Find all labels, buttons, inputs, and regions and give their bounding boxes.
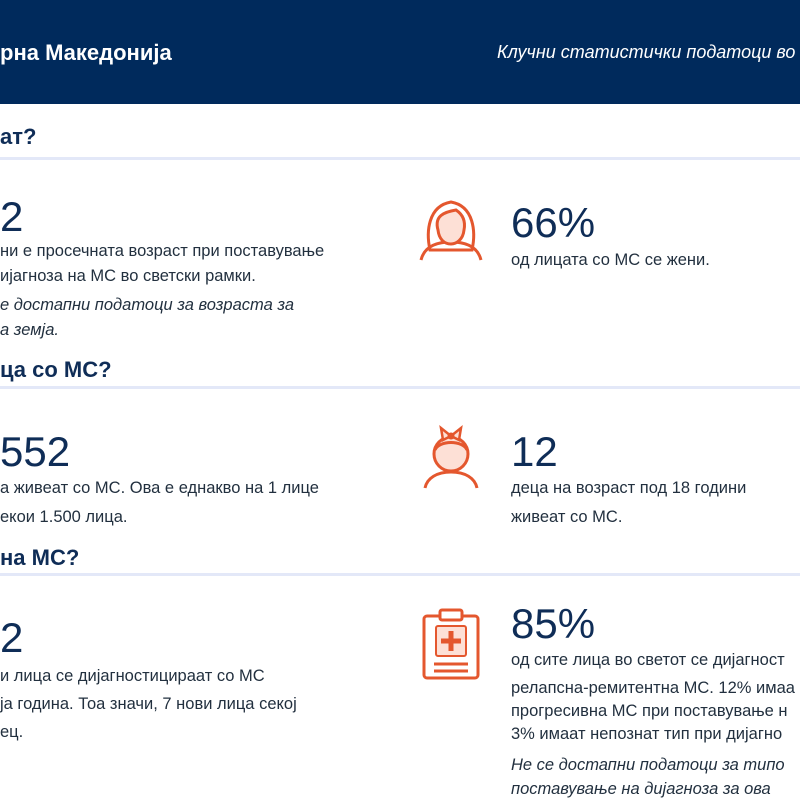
people-with-ms-value: 552 (0, 428, 71, 475)
ms-type-note-1: Не се достапни податоци за типо (511, 756, 785, 774)
ms-type-text-2: релапсна-ремитентна МС. 12% имаа (511, 679, 795, 697)
section-title-people-with-ms: ца со МС? (0, 357, 112, 382)
children-with-ms-text-1: деца на возраст под 18 години (511, 479, 747, 497)
ms-type-note-2: поставување на дијагноза за ова (511, 780, 771, 798)
page-header: рна Македонија Клучни статистички подато… (0, 0, 800, 104)
average-age-text-1: ни е просечната возраст при поставување (0, 242, 325, 260)
average-age-note-2: а земја. (0, 321, 59, 339)
new-diagnoses-text-3: ец. (0, 723, 24, 741)
section-divider (0, 386, 800, 389)
average-age-text-2: ијагноза на МС во светски рамки. (0, 267, 256, 285)
country-title: рна Македонија (0, 40, 172, 65)
women-percent-text: од лицата со МС се жени. (511, 251, 710, 269)
new-diagnoses-text-2: ја година. Тоа значи, 7 нови лица секој (0, 695, 297, 713)
average-age-value: 2 (0, 193, 24, 240)
medical-clipboard-icon (422, 608, 480, 680)
children-with-ms-value: 12 (511, 428, 558, 475)
people-with-ms-text-1: а живеат со МС. Ова е еднакво на 1 лице (0, 479, 319, 497)
section-title-diagnosis: на МС? (0, 545, 80, 570)
average-age-note-1: е достапни податоци за возраста за (0, 296, 295, 314)
ms-type-text-1: од сите лица во светот се дијагност (511, 651, 785, 669)
ms-type-text-3: прогресивна МС при поставување н (511, 702, 788, 720)
section-divider (0, 157, 800, 160)
new-diagnoses-text-1: и лица се дијагностицираат со МС (0, 667, 265, 685)
new-diagnoses-value: 2 (0, 614, 24, 661)
women-percent-value: 66% (511, 199, 596, 246)
relapsing-ms-percent-value: 85% (511, 600, 596, 647)
child-icon (423, 424, 479, 489)
section-title-age: ат? (0, 124, 37, 149)
woman-icon (419, 200, 483, 261)
ms-type-text-4: 3% имаат непознат тип при дијагно (511, 725, 783, 743)
children-with-ms-text-2: живеат со МС. (511, 508, 623, 526)
section-divider (0, 573, 800, 576)
header-subtitle: Клучни статистички податоци во (497, 42, 796, 62)
people-with-ms-text-2: екои 1.500 лица. (0, 508, 128, 526)
